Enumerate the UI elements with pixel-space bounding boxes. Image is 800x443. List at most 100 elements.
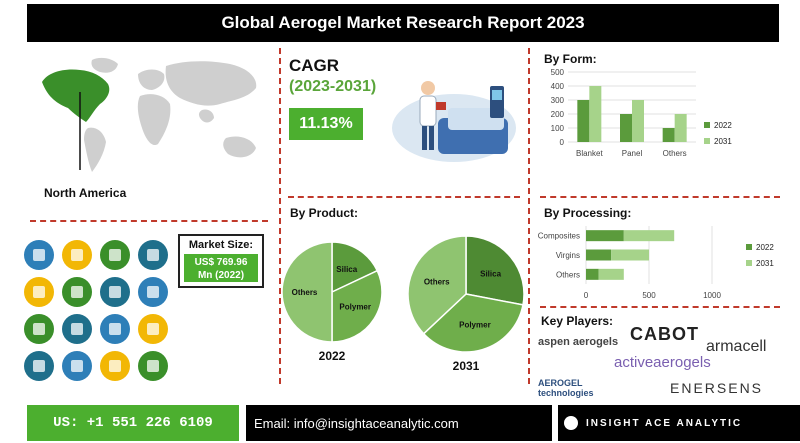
bar-blanket-2031 [589, 86, 602, 142]
brand-logo-icon [564, 416, 578, 430]
footer-brand: INSIGHT ACE ANALYTIC [586, 417, 743, 429]
y-tick-label: 300 [551, 96, 565, 105]
bar-others-2031 [598, 268, 624, 280]
legend-swatch-2031 [746, 260, 752, 266]
pie-year-label: 2022 [319, 349, 346, 362]
scientist-illustration [392, 81, 516, 162]
canister-icon [138, 314, 168, 344]
y-tick-label: Others [556, 270, 580, 279]
jerrycan-icon [138, 351, 168, 381]
world-map [42, 57, 257, 172]
region-label: North America [44, 186, 127, 200]
legend-swatch-2022 [704, 122, 710, 128]
pie-slice-polymer [331, 269, 383, 343]
pie-label: Others [424, 277, 450, 286]
worker-icon [24, 240, 54, 270]
chart-by-processing: 0 500 1000 Composites Virgins Others 2022 2031 [538, 226, 774, 300]
legend-label: 2031 [714, 137, 732, 146]
factory-icon [138, 277, 168, 307]
footer-email[interactable]: Email: info@insightaceanalytic.com [254, 415, 459, 431]
x-tick-label: 0 [584, 291, 589, 300]
pump-jack-icon [100, 314, 130, 344]
x-tick-label: Others [663, 149, 687, 158]
bar-composites-2022 [586, 230, 624, 242]
separator-region [30, 220, 268, 222]
pie-chart-2031: Silica Polymer Others 2031 [407, 235, 525, 373]
section-by-product: By Product: [290, 206, 359, 220]
north-america-shape [42, 69, 110, 122]
section-by-form: By Form: [544, 52, 597, 66]
x-tick-label: Panel [622, 149, 643, 158]
player-armacell-logo: armacell [706, 338, 767, 355]
footer-brand-bar: INSIGHT ACE ANALYTIC [558, 405, 800, 441]
player-enersens-logo: ENERSENS [670, 380, 764, 396]
tanker-truck-icon [62, 314, 92, 344]
bar-virgins-2031 [611, 249, 649, 261]
chart-by-form: 0 100 200 300 400 500 Blanket Panel Others 2022 20… [551, 68, 733, 158]
separator-form [540, 196, 780, 198]
y-tick-label: 500 [551, 68, 565, 77]
y-tick-label: 100 [551, 124, 565, 133]
pie-label: Polymer [339, 303, 371, 312]
footer-phone-bar: US: +1 551 226 6109 [27, 405, 239, 441]
legend-swatch-2022 [746, 244, 752, 250]
player-cabot-logo: CABOT [630, 324, 699, 344]
bar-composites-2031 [623, 230, 675, 242]
cagr-title: CAGR [289, 56, 340, 75]
pie-slice-silica [465, 235, 525, 306]
section-key-players: Key Players: [541, 314, 614, 328]
market-size-box: Market Size: US$ 769.96 Mn (2022) [178, 234, 264, 288]
palm-tree-icon [62, 351, 92, 381]
gas-cylinder-icon [100, 277, 130, 307]
player-activeaerogels-logo: activeaerogels [614, 354, 711, 371]
pie-year-label: 2031 [453, 359, 480, 373]
pie-slice-others [281, 241, 333, 343]
bar-panel-2022 [620, 114, 632, 142]
pie-slice-polymer [422, 293, 524, 353]
truck-icon [24, 277, 54, 307]
pie-label: Polymer [459, 321, 491, 330]
report-title: Global Aerogel Market Research Report 20… [221, 13, 585, 32]
market-size-value: US$ 769.96 Mn (2022) [184, 254, 258, 282]
ship-icon [100, 351, 130, 381]
section-by-processing: By Processing: [544, 206, 632, 220]
pie-slice-others [407, 235, 467, 335]
pie-label: Others [292, 288, 318, 297]
cagr-period: (2023-2031) [289, 78, 377, 95]
market-size-value-line1: US$ 769.96 [194, 257, 248, 268]
pie-label: Silica [480, 270, 501, 279]
y-tick-label: Virgins [556, 251, 580, 260]
y-tick-label: 400 [551, 82, 565, 91]
pie-slice-silica [331, 241, 379, 294]
x-tick-label: Blanket [576, 149, 603, 158]
market-size-label: Market Size: [188, 239, 254, 251]
bar-others-2031 [674, 114, 687, 142]
pipeline-icon [100, 240, 130, 270]
bar-panel-2031 [632, 100, 644, 142]
legend-swatch-2031 [704, 138, 710, 144]
industry-icon-grid [24, 240, 172, 382]
y-tick-label: 0 [560, 138, 565, 147]
footer-phone[interactable]: US: +1 551 226 6109 [53, 415, 213, 431]
bar-others-2022 [662, 128, 675, 142]
pie-label: Silica [336, 265, 357, 274]
barrels-icon [24, 314, 54, 344]
oil-rig-icon [138, 240, 168, 270]
x-tick-label: 1000 [703, 291, 721, 300]
cagr-value-badge: 11.13% [289, 108, 363, 140]
separator-left [279, 48, 281, 384]
fuel-pump-icon [62, 240, 92, 270]
y-tick-label: 200 [551, 110, 565, 119]
legend-label: 2031 [756, 259, 774, 268]
footer-email-bar: Email: info@insightaceanalytic.com [246, 405, 552, 441]
market-size-value-line2: Mn (2022) [197, 270, 245, 281]
bar-others-2022 [586, 268, 599, 280]
y-tick-label: Composites [538, 232, 580, 241]
separator-processing [540, 306, 780, 308]
player-aspen-logo: aspen aerogels [538, 336, 619, 348]
legend-label: 2022 [756, 243, 774, 252]
refinery-icon [24, 351, 54, 381]
legend-label: 2022 [714, 121, 732, 130]
cagr-value: 11.13% [299, 115, 353, 132]
separator-right [528, 48, 530, 384]
